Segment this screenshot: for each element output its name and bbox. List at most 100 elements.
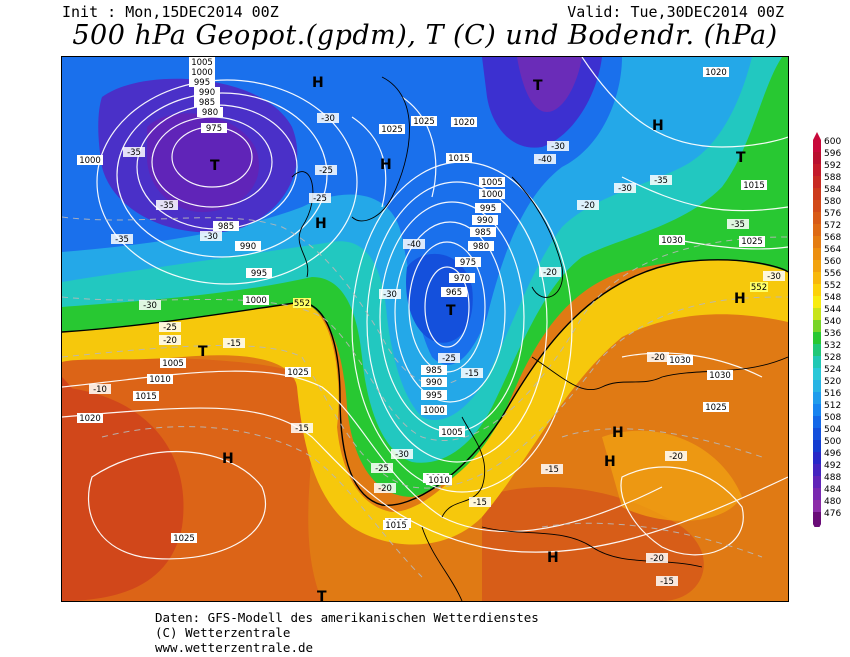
- low-marker: T: [198, 344, 208, 360]
- legend-swatch: [813, 236, 821, 249]
- svg-text:-25: -25: [442, 354, 456, 364]
- temp-label: -20: [539, 267, 561, 278]
- legend-swatch: [813, 272, 821, 285]
- svg-text:-30: -30: [143, 301, 157, 311]
- low-marker: T: [210, 158, 220, 174]
- svg-text:985: 985: [426, 366, 442, 376]
- svg-text:1030: 1030: [661, 236, 683, 246]
- svg-text:-20: -20: [650, 554, 664, 564]
- temp-label: -40: [403, 239, 425, 250]
- pressure-label: 1020: [77, 413, 103, 424]
- pressure-label: 990: [421, 377, 447, 388]
- svg-text:-30: -30: [321, 114, 335, 124]
- legend-arrow-top: [813, 132, 821, 140]
- legend-level-label: 528: [824, 353, 841, 363]
- temp-label: -30: [547, 141, 569, 152]
- svg-text:985: 985: [199, 98, 215, 108]
- legend-level-label: 520: [824, 377, 841, 387]
- high-marker: H: [380, 157, 392, 173]
- pressure-centers: T T T T T T H H H H H H H H H: [198, 75, 746, 601]
- svg-text:-35: -35: [160, 201, 174, 211]
- legend-swatch: [813, 356, 821, 369]
- temp-label: -35: [727, 219, 749, 230]
- temp-label: -30: [317, 113, 339, 124]
- svg-text:-30: -30: [618, 184, 632, 194]
- legend-level-label: 524: [824, 365, 841, 375]
- svg-text:1015: 1015: [385, 521, 407, 531]
- svg-text:-30: -30: [383, 290, 397, 300]
- legend-level-label: 504: [824, 425, 841, 435]
- vortex-n-inner: [517, 57, 582, 112]
- pressure-label: 1000: [77, 155, 103, 166]
- legend-level-label: 552: [824, 281, 841, 291]
- svg-text:990: 990: [426, 378, 442, 388]
- temp-label: -35: [156, 200, 178, 211]
- svg-text:995: 995: [251, 269, 267, 279]
- legend-level-label: 600: [824, 137, 841, 147]
- low-marker: T: [736, 150, 746, 166]
- svg-text:552: 552: [294, 299, 310, 309]
- svg-text:-20: -20: [669, 452, 683, 462]
- legend-swatch: [813, 332, 821, 345]
- svg-text:-30: -30: [551, 142, 565, 152]
- legend-swatch: [813, 452, 821, 465]
- pressure-label: 1025: [379, 124, 405, 135]
- svg-text:1025: 1025: [173, 534, 195, 544]
- low-marker: T: [533, 78, 543, 94]
- svg-text:990: 990: [240, 242, 256, 252]
- legend-swatch: [813, 488, 821, 501]
- legend-level-label: 496: [824, 449, 841, 459]
- pressure-label: 1005: [189, 57, 215, 68]
- legend-swatch: [813, 440, 821, 453]
- pressure-label: 985: [194, 97, 220, 108]
- high-marker: H: [547, 550, 559, 566]
- high-marker: H: [734, 291, 746, 307]
- footer-source: Daten: GFS-Modell des amerikanischen Wet…: [155, 610, 539, 625]
- svg-text:1010: 1010: [428, 476, 450, 486]
- pressure-label: 1010: [426, 475, 452, 486]
- legend-swatch: [813, 380, 821, 393]
- temp-label: -25: [371, 463, 393, 474]
- legend-level-label: 572: [824, 221, 841, 231]
- svg-text:975: 975: [460, 258, 476, 268]
- legend-swatch: [813, 212, 821, 225]
- pressure-label: 990: [194, 87, 220, 98]
- legend-level-label: 540: [824, 317, 841, 327]
- svg-text:-30: -30: [204, 232, 218, 242]
- pressure-label: 1000: [479, 189, 505, 200]
- legend-arrow-bottom: [813, 524, 821, 527]
- legend-level-label: 596: [824, 149, 841, 159]
- svg-text:-15: -15: [545, 465, 559, 475]
- legend-level-label: 580: [824, 197, 841, 207]
- pressure-label: 1030: [667, 355, 693, 366]
- temp-label: -25: [159, 322, 181, 333]
- high-marker: H: [612, 425, 624, 441]
- svg-text:-20: -20: [651, 353, 665, 363]
- pressure-label: 985: [421, 365, 447, 376]
- legend-swatch: [813, 320, 821, 333]
- legend-swatch: [813, 140, 821, 153]
- legend-level-label: 584: [824, 185, 841, 195]
- pressure-label: 1030: [659, 235, 685, 246]
- legend-level-label: 512: [824, 401, 841, 411]
- svg-text:965: 965: [446, 288, 462, 298]
- svg-text:1025: 1025: [741, 237, 763, 247]
- pressure-label: 975: [201, 123, 227, 134]
- legend-level-label: 564: [824, 245, 841, 255]
- svg-text:-30: -30: [395, 450, 409, 460]
- svg-text:-35: -35: [127, 148, 141, 158]
- legend-swatch: [813, 284, 821, 297]
- temp-label: -15: [656, 576, 678, 587]
- temp-label: -30: [763, 271, 785, 282]
- legend-swatch: [813, 368, 821, 381]
- pressure-label: 1025: [285, 367, 311, 378]
- svg-text:980: 980: [202, 108, 218, 118]
- legend-swatch: [813, 200, 821, 213]
- svg-text:-15: -15: [295, 424, 309, 434]
- temp-label: -35: [111, 234, 133, 245]
- legend-swatch: [813, 164, 821, 177]
- height-labels: 552 552: [293, 282, 768, 309]
- vortex-nw-inner: [147, 113, 259, 212]
- svg-text:-25: -25: [313, 194, 327, 204]
- legend-swatch: [813, 308, 821, 321]
